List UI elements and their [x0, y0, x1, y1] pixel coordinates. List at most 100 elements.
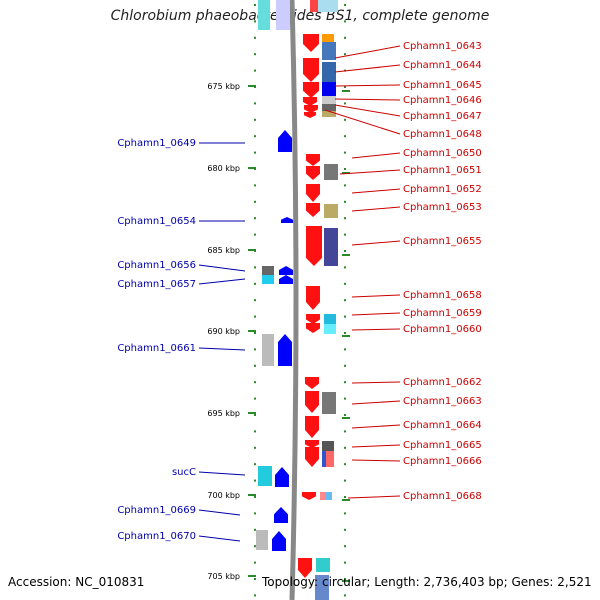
annotation-box[interactable] — [324, 324, 336, 334]
gene-label-reverse[interactable]: Cphamn1_0657 — [117, 279, 196, 290]
annotation-box[interactable] — [262, 334, 274, 366]
gene-label-forward[interactable]: Cphamn1_0643 — [403, 41, 482, 52]
left-labels: Cphamn1_0649 Cphamn1_0654 Cphamn1_0656 Cpha… — [117, 138, 246, 542]
annotation-box[interactable] — [262, 275, 274, 284]
gene-label-forward[interactable]: Cphamn1_0666 — [403, 456, 482, 467]
cds-forward-arrow[interactable] — [304, 112, 316, 118]
cds-forward-arrow[interactable] — [306, 166, 320, 180]
annotation-box[interactable] — [326, 451, 334, 467]
gene-label-forward[interactable]: Cphamn1_0660 — [403, 324, 482, 335]
cds-forward-arrow[interactable] — [305, 416, 319, 438]
tick-dot — [254, 578, 256, 580]
annotation-box[interactable] — [322, 42, 336, 60]
gene-label-forward[interactable]: Cphamn1_0650 — [403, 148, 482, 159]
annotation-box[interactable] — [322, 104, 336, 112]
gene-label-reverse[interactable]: Cphamn1_0661 — [117, 343, 196, 354]
cds-reverse-arrow[interactable] — [279, 275, 293, 284]
gene-label-forward[interactable]: Cphamn1_0653 — [403, 202, 482, 213]
cds-reverse-arrow[interactable] — [278, 130, 292, 152]
cds-reverse-arrow[interactable] — [272, 531, 286, 551]
gene-label-forward[interactable]: Cphamn1_0655 — [403, 236, 482, 247]
tick-dot — [254, 53, 256, 56]
tick-dot — [254, 135, 256, 138]
gene-label-forward[interactable]: Cphamn1_0648 — [403, 129, 482, 140]
gene-label-forward[interactable]: Cphamn1_0644 — [403, 60, 482, 71]
annotation-box[interactable] — [322, 441, 334, 451]
gene-label-forward[interactable]: Cphamn1_0665 — [403, 440, 482, 451]
annotation-box[interactable] — [324, 204, 338, 218]
major-tick — [248, 249, 256, 251]
cds-forward-arrow[interactable] — [306, 154, 320, 166]
cds-reverse-arrow[interactable] — [279, 266, 293, 275]
gene-label-forward[interactable]: Cphamn1_0647 — [403, 111, 482, 122]
cds-forward-arrow[interactable] — [306, 286, 320, 310]
annotation-box[interactable] — [324, 228, 338, 266]
annotation-box[interactable] — [322, 34, 334, 42]
gene-label-forward[interactable]: Cphamn1_0668 — [403, 491, 482, 502]
annotation-box[interactable] — [316, 558, 330, 572]
gene-label-reverse[interactable]: sucC — [172, 467, 196, 478]
tick-dot — [254, 151, 256, 154]
cds-forward-arrow[interactable] — [306, 226, 322, 266]
gene-label-forward[interactable]: Cphamn1_0645 — [403, 80, 482, 91]
major-tick — [342, 417, 350, 419]
cds-reverse-arrow[interactable] — [274, 507, 288, 523]
cds-forward-arrow[interactable] — [306, 314, 320, 324]
gene-label-forward[interactable]: Cphamn1_0658 — [403, 290, 482, 301]
annotation-box[interactable] — [315, 575, 329, 600]
cds-forward-arrow[interactable] — [303, 97, 317, 106]
annotation-box[interactable] — [324, 164, 338, 180]
gene-label-forward[interactable]: Cphamn1_0663 — [403, 396, 482, 407]
cds-forward-arrow[interactable] — [305, 447, 319, 467]
annotation-box[interactable] — [322, 392, 336, 414]
cds-box[interactable] — [310, 0, 320, 12]
cds-forward-arrow[interactable] — [306, 184, 320, 202]
gene-label-reverse[interactable]: Cphamn1_0656 — [117, 260, 196, 271]
gene-label-forward[interactable]: Cphamn1_0651 — [403, 165, 482, 176]
cds-forward-arrow[interactable] — [306, 203, 320, 217]
tick-dot — [254, 496, 256, 498]
annotation-box[interactable] — [322, 82, 336, 96]
annotation-box[interactable] — [322, 451, 326, 467]
tick-dot — [344, 118, 346, 121]
gene-label-forward[interactable]: Cphamn1_0646 — [403, 95, 482, 106]
cds-reverse-arrow[interactable] — [275, 467, 289, 487]
gene-label-reverse[interactable]: Cphamn1_0654 — [117, 216, 196, 227]
cds-forward-arrow[interactable] — [304, 105, 318, 113]
annotation-box[interactable] — [322, 111, 336, 117]
annotation-box[interactable] — [326, 492, 332, 500]
gene-label-reverse[interactable]: Cphamn1_0649 — [117, 138, 196, 149]
tick-dot — [254, 528, 256, 531]
cds-reverse-arrow[interactable] — [278, 334, 292, 366]
gene-label-forward[interactable]: Cphamn1_0652 — [403, 184, 482, 195]
leader-line — [351, 152, 401, 159]
annotation-box[interactable] — [256, 530, 268, 550]
gene-label-reverse[interactable]: Cphamn1_0670 — [117, 531, 196, 542]
tick-dot — [344, 561, 346, 564]
annotation-box[interactable] — [262, 266, 274, 275]
annotation-box[interactable] — [324, 314, 336, 324]
leader-line — [351, 312, 401, 316]
annotation-box[interactable] — [258, 466, 272, 486]
annotation-box[interactable] — [320, 492, 326, 500]
cds-forward-arrow[interactable] — [303, 34, 319, 52]
cds-forward-arrow[interactable] — [303, 82, 319, 98]
cds-reverse-arrow[interactable] — [281, 217, 293, 223]
annotation-box[interactable] — [318, 0, 338, 12]
annotation-box[interactable] — [322, 62, 336, 82]
cds-forward-arrow[interactable] — [305, 440, 319, 448]
gene-label-reverse[interactable]: Cphamn1_0669 — [117, 505, 196, 516]
cds-forward-arrow[interactable] — [302, 492, 316, 500]
major-tick — [248, 575, 256, 577]
gene-label-forward[interactable]: Cphamn1_0664 — [403, 420, 482, 431]
cds-forward-arrow[interactable] — [305, 377, 319, 389]
annotation-box[interactable] — [276, 0, 290, 30]
cds-forward-arrow[interactable] — [303, 58, 319, 82]
gene-label-forward[interactable]: Cphamn1_0662 — [403, 377, 482, 388]
gene-label-forward[interactable]: Cphamn1_0659 — [403, 308, 482, 319]
cds-forward-arrow[interactable] — [306, 323, 320, 333]
annotation-box[interactable] — [258, 0, 270, 30]
cds-forward-arrow[interactable] — [305, 391, 319, 413]
cds-forward-arrow[interactable] — [298, 558, 312, 578]
annotation-box[interactable] — [322, 96, 336, 104]
